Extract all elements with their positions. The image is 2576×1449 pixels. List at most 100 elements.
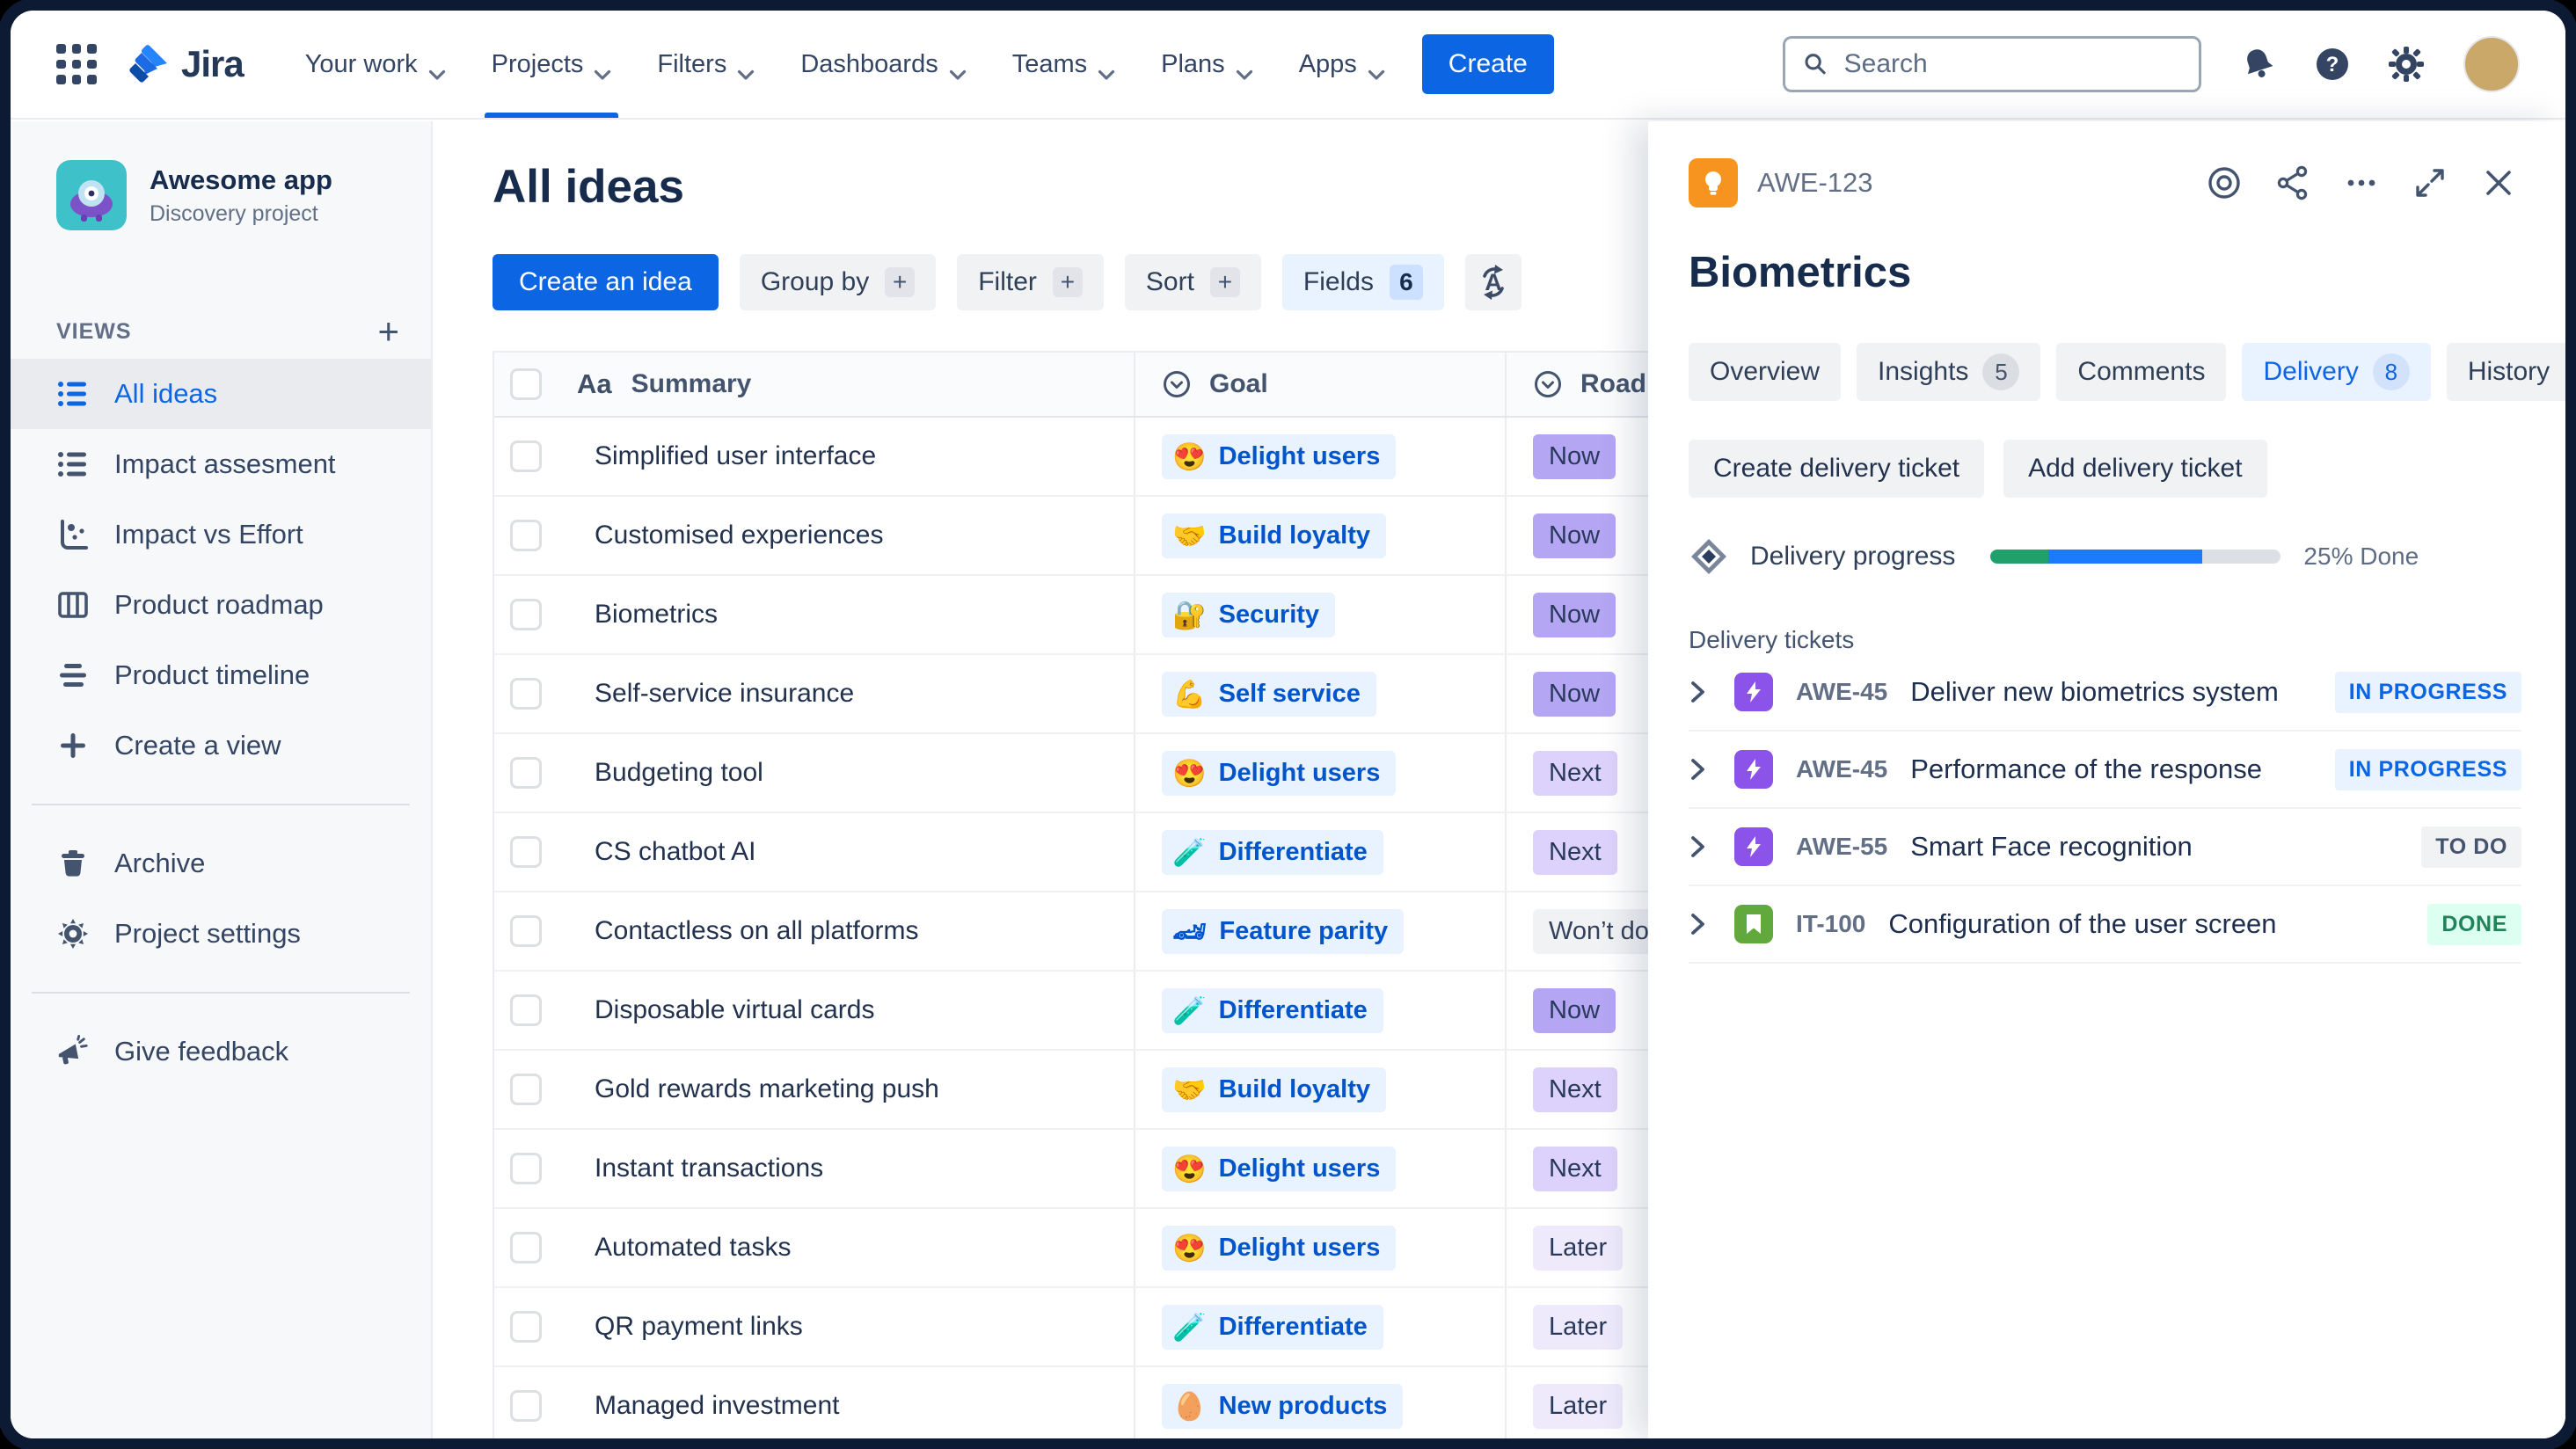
roadmap-chip[interactable]: Next — [1533, 1067, 1617, 1112]
idea-summary[interactable]: Managed investment — [595, 1391, 840, 1420]
sort-az-button[interactable]: A — [1464, 254, 1522, 310]
chevron-right-icon[interactable] — [1689, 679, 1708, 705]
share-icon[interactable] — [2270, 160, 2316, 206]
sidebar-item-product-roadmap[interactable]: Product roadmap — [11, 570, 431, 640]
sidebar-item-create-a-view[interactable]: Create a view — [11, 710, 431, 781]
tab-comments[interactable]: Comments — [2056, 343, 2227, 401]
goal-chip[interactable]: 🤝 Build loyalty — [1162, 513, 1387, 558]
row-checkbox[interactable] — [510, 836, 542, 868]
idea-summary[interactable]: Gold rewards marketing push — [595, 1074, 939, 1103]
row-checkbox[interactable] — [510, 1311, 542, 1343]
create-idea-button[interactable]: Create an idea — [493, 254, 719, 310]
help-icon[interactable]: ? — [2310, 42, 2354, 86]
roadmap-chip[interactable]: Later — [1533, 1304, 1624, 1350]
goal-chip[interactable]: 🤝 Build loyalty — [1162, 1067, 1387, 1112]
jira-logo[interactable]: Jira — [128, 43, 244, 85]
sidebar-item-impact-assesment[interactable]: Impact assesment — [11, 429, 431, 499]
row-checkbox[interactable] — [510, 994, 542, 1026]
nav-item-dashboards[interactable]: Dashboards — [781, 11, 985, 118]
idea-summary[interactable]: Budgeting tool — [595, 758, 763, 787]
search-input[interactable] — [1842, 48, 2181, 80]
sidebar-item-product-timeline[interactable]: Product timeline — [11, 640, 431, 710]
chevron-right-icon[interactable] — [1689, 911, 1708, 937]
row-checkbox[interactable] — [510, 915, 542, 947]
sidebar-item-archive[interactable]: Archive — [11, 828, 431, 899]
goal-chip[interactable]: 😍 Delight users — [1162, 1225, 1397, 1271]
delivery-ticket-row[interactable]: AWE-55 Smart Face recognition TO DO — [1689, 809, 2521, 886]
idea-summary[interactable]: Self-service insurance — [595, 679, 855, 708]
delivery-ticket-row[interactable]: AWE-45 Deliver new biometrics system IN PR… — [1689, 654, 2521, 732]
roadmap-chip[interactable]: Next — [1533, 1146, 1617, 1191]
select-all-checkbox[interactable] — [510, 368, 542, 400]
roadmap-chip[interactable]: Now — [1533, 592, 1616, 637]
sidebar-item-give-feedback[interactable]: Give feedback — [11, 1016, 431, 1087]
project-header[interactable]: Awesome app Discovery project — [11, 121, 431, 230]
roadmap-chip[interactable]: Later — [1533, 1383, 1624, 1429]
nav-item-teams[interactable]: Teams — [993, 11, 1135, 118]
roadmap-chip[interactable]: Now — [1533, 433, 1616, 479]
goal-chip[interactable]: 🏎 Feature parity — [1162, 908, 1405, 954]
roadmap-chip[interactable]: Later — [1533, 1225, 1624, 1271]
goal-chip[interactable]: 🥚 New products — [1162, 1383, 1404, 1429]
idea-summary[interactable]: Automated tasks — [595, 1233, 792, 1262]
nav-item-your-work[interactable]: Your work — [286, 11, 465, 118]
row-checkbox[interactable] — [510, 1074, 542, 1105]
column-header-goal[interactable]: Goal — [1209, 369, 1268, 398]
idea-title[interactable]: Biometrics — [1689, 249, 1912, 296]
roadmap-chip[interactable]: Now — [1533, 513, 1616, 558]
nav-item-filters[interactable]: Filters — [638, 11, 774, 118]
add-delivery-ticket-button[interactable]: Add delivery ticket — [2003, 440, 2267, 498]
sidebar-item-impact-vs-effort[interactable]: Impact vs Effort — [11, 499, 431, 570]
sidebar-item-all-ideas[interactable]: All ideas — [11, 359, 431, 429]
goal-chip[interactable]: 🧪 Differentiate — [1162, 829, 1383, 875]
roadmap-chip[interactable]: Next — [1533, 829, 1617, 875]
ticket-title[interactable]: Smart Face recognition — [1910, 831, 2193, 862]
settings-icon[interactable] — [2384, 42, 2428, 86]
idea-summary[interactable]: Simplified user interface — [595, 441, 877, 470]
watch-icon[interactable] — [2201, 160, 2247, 206]
app-switcher-icon[interactable] — [56, 44, 97, 84]
sort-button[interactable]: Sort + — [1124, 254, 1261, 310]
tab-history[interactable]: History — [2446, 343, 2565, 401]
chevron-right-icon[interactable] — [1689, 756, 1708, 783]
notifications-icon[interactable] — [2237, 42, 2280, 86]
tab-delivery[interactable]: Delivery 8 — [2242, 343, 2431, 401]
tab-overview[interactable]: Overview — [1689, 343, 1842, 401]
delivery-ticket-row[interactable]: AWE-45 Performance of the response IN PROG… — [1689, 732, 2521, 809]
idea-summary[interactable]: Biometrics — [595, 600, 719, 629]
row-checkbox[interactable] — [510, 520, 542, 551]
nav-item-apps[interactable]: Apps — [1280, 11, 1405, 118]
create-button[interactable]: Create — [1421, 34, 1554, 94]
sidebar-item-project-settings[interactable]: Project settings — [11, 899, 431, 969]
roadmap-chip[interactable]: Now — [1533, 671, 1616, 717]
expand-icon[interactable] — [2407, 160, 2453, 206]
idea-summary[interactable]: Customised experiences — [595, 521, 884, 550]
ticket-title[interactable]: Deliver new biometrics system — [1910, 676, 2279, 707]
search-box[interactable] — [1783, 36, 2201, 92]
goal-chip[interactable]: 🧪 Differentiate — [1162, 987, 1383, 1033]
idea-summary[interactable]: Instant transactions — [595, 1154, 824, 1183]
column-header-summary[interactable]: Summary — [631, 369, 752, 398]
tab-insights[interactable]: Insights 5 — [1857, 343, 2041, 401]
filter-button[interactable]: Filter + — [957, 254, 1104, 310]
delivery-ticket-row[interactable]: IT-100 Configuration of the user screen DO… — [1689, 886, 2521, 964]
chevron-right-icon[interactable] — [1689, 834, 1708, 860]
roadmap-chip[interactable]: Won’t do — [1533, 908, 1665, 954]
goal-chip[interactable]: 😍 Delight users — [1162, 750, 1397, 796]
goal-chip[interactable]: 😍 Delight users — [1162, 433, 1397, 479]
row-checkbox[interactable] — [510, 1153, 542, 1184]
user-avatar[interactable] — [2463, 36, 2520, 92]
fields-button[interactable]: Fields 6 — [1281, 254, 1444, 310]
group-by-button[interactable]: Group by + — [739, 254, 937, 310]
issue-key[interactable]: AWE-123 — [1757, 167, 1873, 198]
goal-chip[interactable]: 🧪 Differentiate — [1162, 1304, 1383, 1350]
row-checkbox[interactable] — [510, 441, 542, 472]
more-icon[interactable] — [2339, 160, 2384, 206]
goal-chip[interactable]: 😍 Delight users — [1162, 1146, 1397, 1191]
nav-item-plans[interactable]: Plans — [1142, 11, 1273, 118]
row-checkbox[interactable] — [510, 1390, 542, 1422]
row-checkbox[interactable] — [510, 1232, 542, 1263]
row-checkbox[interactable] — [510, 678, 542, 710]
roadmap-chip[interactable]: Now — [1533, 987, 1616, 1033]
ticket-title[interactable]: Configuration of the user screen — [1888, 908, 2277, 939]
